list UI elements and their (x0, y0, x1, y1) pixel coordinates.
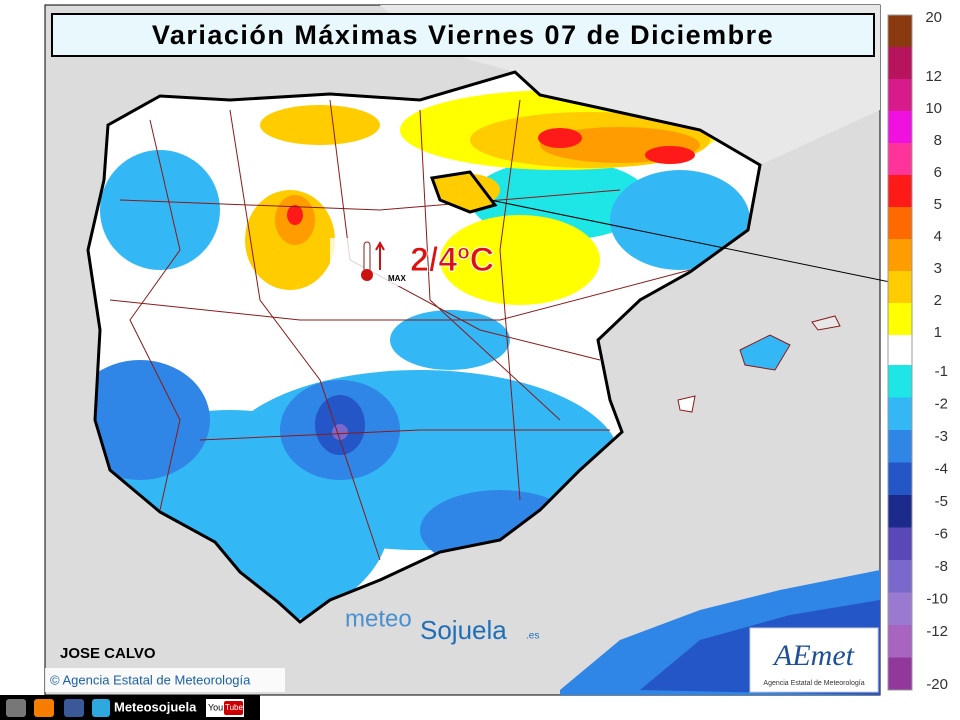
logo-caption: Agencia Estatal de Meteorología (763, 680, 864, 687)
legend-swatch (888, 303, 912, 335)
legend-label: 12 (925, 68, 942, 85)
legend-swatch (888, 495, 912, 528)
legend-swatch (888, 527, 912, 560)
legend-label: 6 (934, 164, 942, 181)
up-arrow (375, 240, 385, 270)
credit: © Agencia Estatal de Meteorología (50, 672, 251, 687)
credit-bg (45, 668, 285, 692)
coastline (86, 70, 762, 624)
legend-label: 8 (934, 132, 942, 149)
legend-swatch (888, 15, 912, 47)
legend-label: -4 (935, 460, 948, 477)
logo-box (749, 627, 879, 693)
legend-label: -20 (926, 676, 948, 693)
legend-label: 4 (934, 228, 942, 245)
legend-swatch (888, 592, 912, 625)
instagram-icon[interactable] (6, 699, 26, 717)
legend-swatch (888, 143, 912, 175)
legend-label: -2 (935, 395, 948, 412)
legend-swatch (888, 657, 912, 690)
title: Variación Máximas Viernes 07 de Diciembr… (152, 20, 774, 50)
legend-label: 3 (934, 260, 942, 277)
watermark-2: Sojuela (420, 615, 507, 645)
logo: AEmet (772, 639, 855, 672)
watermark-suffix: .es (526, 631, 539, 642)
youtube-tube-bg (224, 701, 243, 715)
watermark-1: meteo (345, 605, 412, 632)
pointer-line (489, 199, 891, 283)
blogger-icon[interactable] (34, 699, 54, 717)
legend-label: 5 (934, 196, 942, 213)
legend-label: -6 (935, 525, 948, 542)
legend-swatch (888, 47, 912, 79)
author: JOSE CALVO (60, 645, 156, 662)
legend-label: 10 (925, 100, 942, 117)
legend-frame (887, 14, 913, 691)
thermometer-bulb (361, 269, 373, 281)
icon-bg (330, 238, 420, 286)
legend-label: -8 (935, 558, 948, 575)
facebook-icon[interactable] (64, 699, 84, 717)
la-rioja (429, 170, 498, 214)
legend-label: 1 (934, 324, 942, 341)
legend-label: -12 (926, 623, 948, 640)
thermometer (363, 241, 371, 273)
legend-swatch (888, 365, 912, 398)
legend-label: 2 (934, 292, 942, 309)
legend-swatch (888, 560, 912, 593)
legend-label: -10 (926, 590, 948, 607)
legend-label: 20 (925, 9, 942, 26)
legend-swatch (888, 397, 912, 430)
icon-label: MAX (388, 274, 406, 283)
legend-label: -5 (935, 493, 948, 510)
title-box (51, 13, 875, 57)
legend-label: -1 (935, 363, 948, 380)
legend-swatch (888, 111, 912, 143)
legend-swatch (888, 462, 912, 495)
legend-swatch (888, 430, 912, 463)
legend-swatch (888, 271, 912, 303)
borders (109, 99, 691, 561)
legend: 20 12 10 8 6 5 4 3 2 1 -1 -2 -3 -4 -5 -6 -8 -10 -12 -20 (887, 9, 948, 693)
legend-swatch (888, 175, 912, 207)
ibiza (677, 395, 696, 413)
youtube-you: You (208, 702, 223, 712)
mallorca (739, 334, 791, 371)
legend-swatch (888, 207, 912, 239)
footer-brand: Meteosojuela (114, 699, 197, 714)
legend-swatch (888, 239, 912, 271)
legend-swatch (888, 79, 912, 111)
twitter-icon[interactable] (92, 699, 110, 717)
legend-label: -3 (935, 428, 948, 445)
legend-swatch (888, 625, 912, 658)
youtube-tube: Tube (225, 703, 243, 712)
annotation: 2/4ºC (410, 241, 494, 279)
menorca (811, 315, 841, 331)
